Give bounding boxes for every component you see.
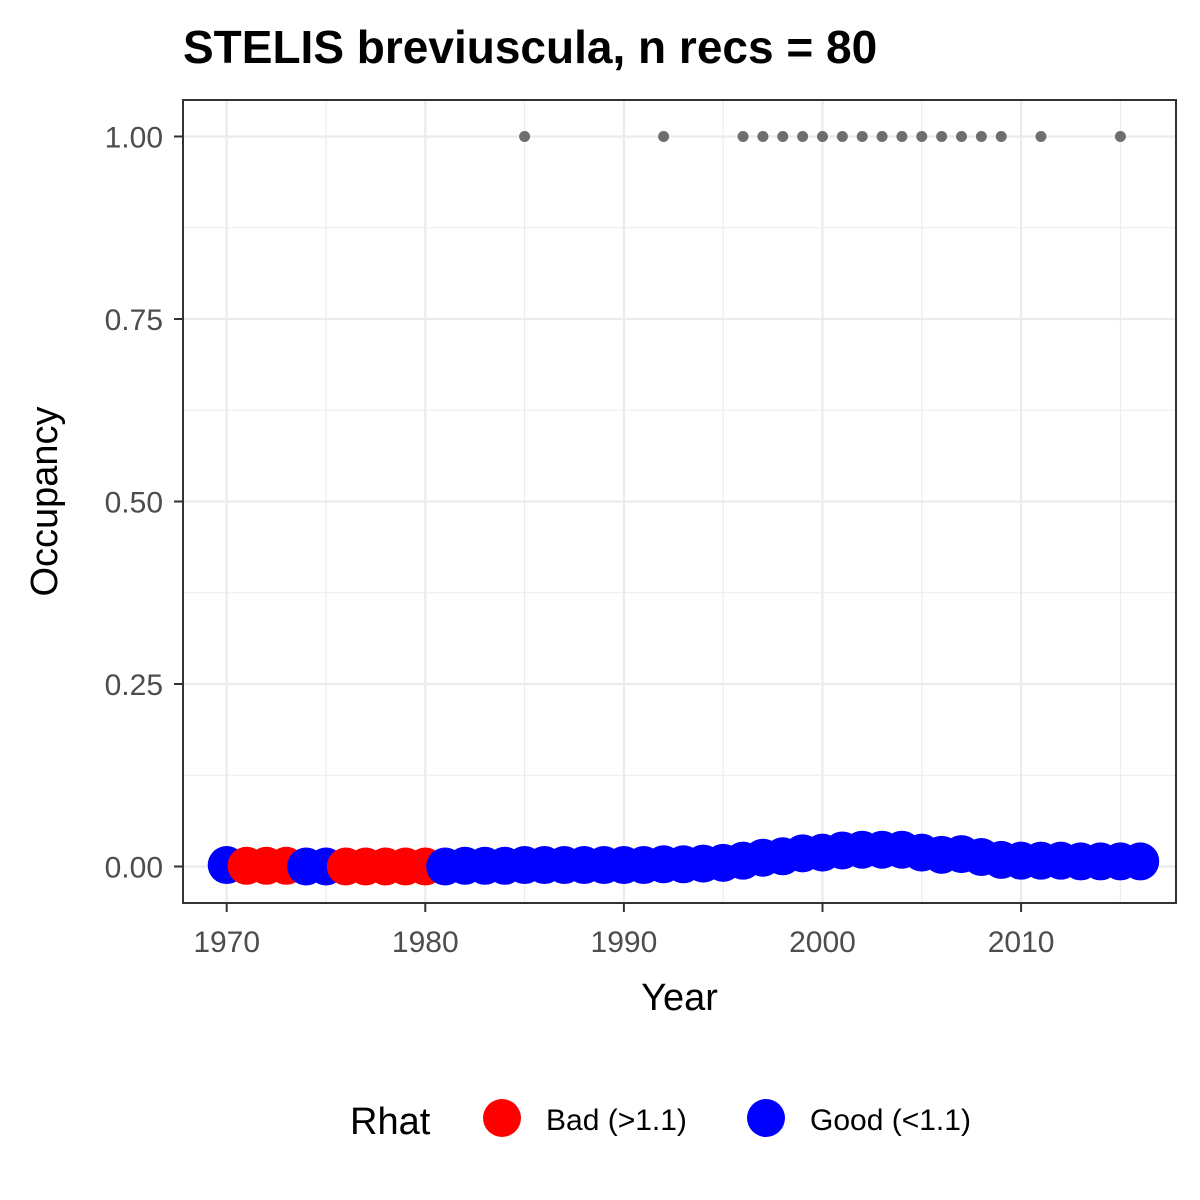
observed-point [995, 131, 1007, 142]
chart-title: STELIS breviuscula, n recs = 80 [183, 21, 877, 73]
observed-point [916, 131, 928, 142]
good-rhat-point [1121, 842, 1160, 881]
y-tick-label: 1.00 [105, 122, 163, 155]
observed-point [956, 131, 968, 142]
data-points [207, 131, 1160, 886]
observed-point [896, 131, 908, 142]
observed-point [975, 131, 987, 142]
y-tick-label: 0.75 [105, 304, 163, 337]
y-tick-label: 0.25 [105, 669, 163, 702]
observed-point [777, 131, 789, 142]
axes: 1970 1980 1990 2000 2010 0.00 0.25 0.50 0.75 1.00 [105, 122, 1055, 960]
y-tick-label: 0.50 [105, 487, 163, 520]
observed-point [876, 131, 888, 142]
observed-point [936, 131, 948, 142]
observed-point [856, 131, 868, 142]
x-tick-label: 2000 [789, 926, 856, 959]
x-tick-label: 2010 [988, 926, 1055, 959]
x-axis-title: Year [641, 977, 718, 1019]
x-tick-label: 1990 [591, 926, 658, 959]
legend: Rhat Bad (>1.1) Good (<1.1) [350, 1099, 971, 1143]
y-axis-title: Occupancy [24, 406, 66, 596]
y-tick-label: 0.00 [105, 852, 163, 885]
observed-point [658, 131, 670, 142]
observed-point [816, 131, 828, 142]
x-tick-label: 1980 [392, 926, 459, 959]
legend-label-bad: Bad (>1.1) [546, 1104, 687, 1137]
observed-point [1035, 131, 1047, 142]
legend-label-good: Good (<1.1) [810, 1104, 971, 1137]
observed-point [519, 131, 531, 142]
observed-point [797, 131, 809, 142]
legend-key-bad [483, 1099, 521, 1137]
observed-point [1114, 131, 1126, 142]
legend-title: Rhat [350, 1101, 431, 1143]
observed-point [836, 131, 848, 142]
observed-point [757, 131, 769, 142]
legend-key-good [747, 1099, 785, 1137]
x-tick-label: 1970 [193, 926, 260, 959]
observed-point [737, 131, 749, 142]
